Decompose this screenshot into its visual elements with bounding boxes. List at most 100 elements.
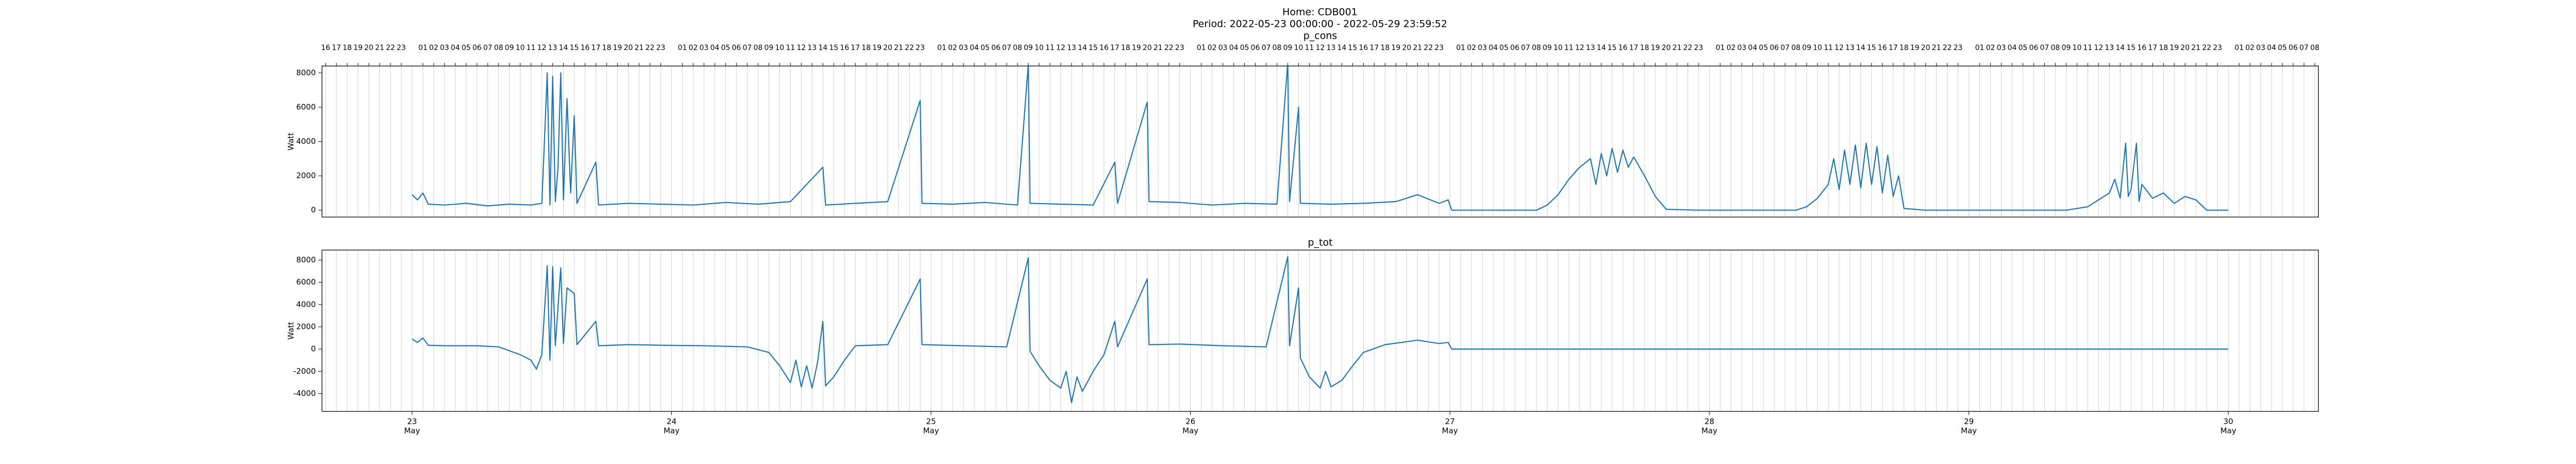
top-tick-label: 17 xyxy=(2148,44,2157,52)
top-tick-label: 21 xyxy=(375,44,384,52)
top-tick-label: 11 xyxy=(1045,44,1055,52)
top-tick-label: 15 xyxy=(829,44,838,52)
y-tick-label: -2000 xyxy=(293,367,316,376)
top-tick-label: 22 xyxy=(1943,44,1952,52)
top-tick-label: 07 xyxy=(483,44,493,52)
top-tick-label: 14 xyxy=(1597,44,1606,52)
top-tick-label: 01 xyxy=(1197,44,1206,52)
x-tick-month: May xyxy=(923,426,939,436)
top-tick-label: 13 xyxy=(1327,44,1336,52)
top-tick-label: 17 xyxy=(1629,44,1638,52)
plot-area xyxy=(412,66,2228,211)
top-tick-label: 13 xyxy=(2105,44,2114,52)
top-tick-label: 22 xyxy=(1423,44,1433,52)
top-tick-label: 08 xyxy=(494,44,503,52)
top-tick-label: 17 xyxy=(1110,44,1120,52)
top-tick-label: 02 xyxy=(1467,44,1476,52)
top-tick-label: 14 xyxy=(1856,44,1866,52)
top-tick-label: 18 xyxy=(602,44,612,52)
top-tick-label: 09 xyxy=(1283,44,1293,52)
top-tick-label: 16 xyxy=(1099,44,1109,52)
top-tick-label: 19 xyxy=(1651,44,1660,52)
top-tick-label: 23 xyxy=(1175,44,1184,52)
top-tick-label: 15 xyxy=(1607,44,1617,52)
top-tick-label: 06 xyxy=(472,44,482,52)
top-tick-label: 23 xyxy=(916,44,925,52)
x-tick-label: 28 xyxy=(1704,417,1714,426)
top-tick-label: 07 xyxy=(1521,44,1530,52)
top-tick-label: 12 xyxy=(1316,44,1325,52)
x-tick-label: 30 xyxy=(2224,417,2233,426)
top-tick-label: 11 xyxy=(1564,44,1573,52)
top-tick-label: 04 xyxy=(1229,44,1239,52)
top-tick-label: 09 xyxy=(1802,44,1811,52)
top-tick-label: 06 xyxy=(1251,44,1260,52)
x-tick-month: May xyxy=(1182,426,1198,436)
top-tick-label: 20 xyxy=(1143,44,1152,52)
top-tick-label: 10 xyxy=(2072,44,2081,52)
top-tick-label: 19 xyxy=(613,44,622,52)
top-tick-label: 05 xyxy=(1759,44,1768,52)
top-tick-label: 23 xyxy=(397,44,406,52)
top-tick-label: 18 xyxy=(343,44,352,52)
top-tick-label: 14 xyxy=(559,44,568,52)
x-tick-month: May xyxy=(2221,426,2236,436)
top-tick-label: 20 xyxy=(624,44,633,52)
top-tick-label: 12 xyxy=(2094,44,2103,52)
top-tick-label: 05 xyxy=(2019,44,2028,52)
top-tick-label: 03 xyxy=(959,44,968,52)
top-tick-label: 07 xyxy=(2040,44,2049,52)
top-tick-label: 10 xyxy=(1553,44,1563,52)
top-tick-label: 20 xyxy=(2180,44,2190,52)
top-tick-label: 15 xyxy=(1867,44,1876,52)
top-tick-label: 11 xyxy=(1824,44,1833,52)
top-tick-label: 22 xyxy=(2202,44,2211,52)
top-tick-label: 07 xyxy=(1002,44,1011,52)
top-tick-label: 16 xyxy=(840,44,849,52)
top-tick-label: 13 xyxy=(1845,44,1855,52)
top-tick-label: 08 xyxy=(1273,44,1282,52)
top-tick-label: 05 xyxy=(980,44,990,52)
top-tick-label: 23 xyxy=(1434,44,1444,52)
top-tick-label: 22 xyxy=(1164,44,1174,52)
top-tick-label: 02 xyxy=(1208,44,1217,52)
top-tick-label: 05 xyxy=(721,44,730,52)
top-tick-label: 01 xyxy=(418,44,428,52)
top-tick-label: 06 xyxy=(991,44,1001,52)
top-tick-label: 04 xyxy=(1748,44,1757,52)
top-tick-label: 18 xyxy=(861,44,871,52)
top-tick-label: 13 xyxy=(807,44,817,52)
top-tick-label: 09 xyxy=(764,44,773,52)
y-tick-label: 2000 xyxy=(296,322,316,331)
top-tick-label: 15 xyxy=(1348,44,1358,52)
y-tick-label: 4000 xyxy=(296,300,316,309)
y-tick-label: 2000 xyxy=(296,171,316,180)
top-tick-label: 09 xyxy=(1024,44,1033,52)
top-tick-label: 11 xyxy=(786,44,795,52)
top-tick-label: 21 xyxy=(635,44,644,52)
top-tick-label: 10 xyxy=(516,44,525,52)
top-tick-label: 03 xyxy=(1478,44,1487,52)
top-tick-label: 06 xyxy=(2289,44,2298,52)
x-tick-month: May xyxy=(1701,426,1717,436)
top-tick-label: 17 xyxy=(332,44,341,52)
top-tick-label: 05 xyxy=(462,44,471,52)
top-tick-label: 12 xyxy=(537,44,547,52)
top-tick-label: 19 xyxy=(872,44,882,52)
plot-area xyxy=(412,256,2228,403)
top-tick-label: 15 xyxy=(2126,44,2136,52)
top-tick-label: 10 xyxy=(1813,44,1822,52)
top-tick-label: 12 xyxy=(1056,44,1065,52)
top-tick-label: 16 xyxy=(2137,44,2146,52)
x-tick-label: 23 xyxy=(407,417,417,426)
figure-subtitle: Period: 2022-05-23 00:00:00 - 2022-05-29… xyxy=(1193,19,1447,30)
x-tick-month: May xyxy=(1442,426,1458,436)
x-tick-label: 24 xyxy=(667,417,676,426)
data-line xyxy=(412,66,2228,211)
y-axis-label: Watt xyxy=(286,322,296,340)
top-tick-label: 01 xyxy=(678,44,687,52)
top-tick-label: 22 xyxy=(386,44,395,52)
top-tick-label: 21 xyxy=(2191,44,2200,52)
top-tick-label: 11 xyxy=(2083,44,2092,52)
